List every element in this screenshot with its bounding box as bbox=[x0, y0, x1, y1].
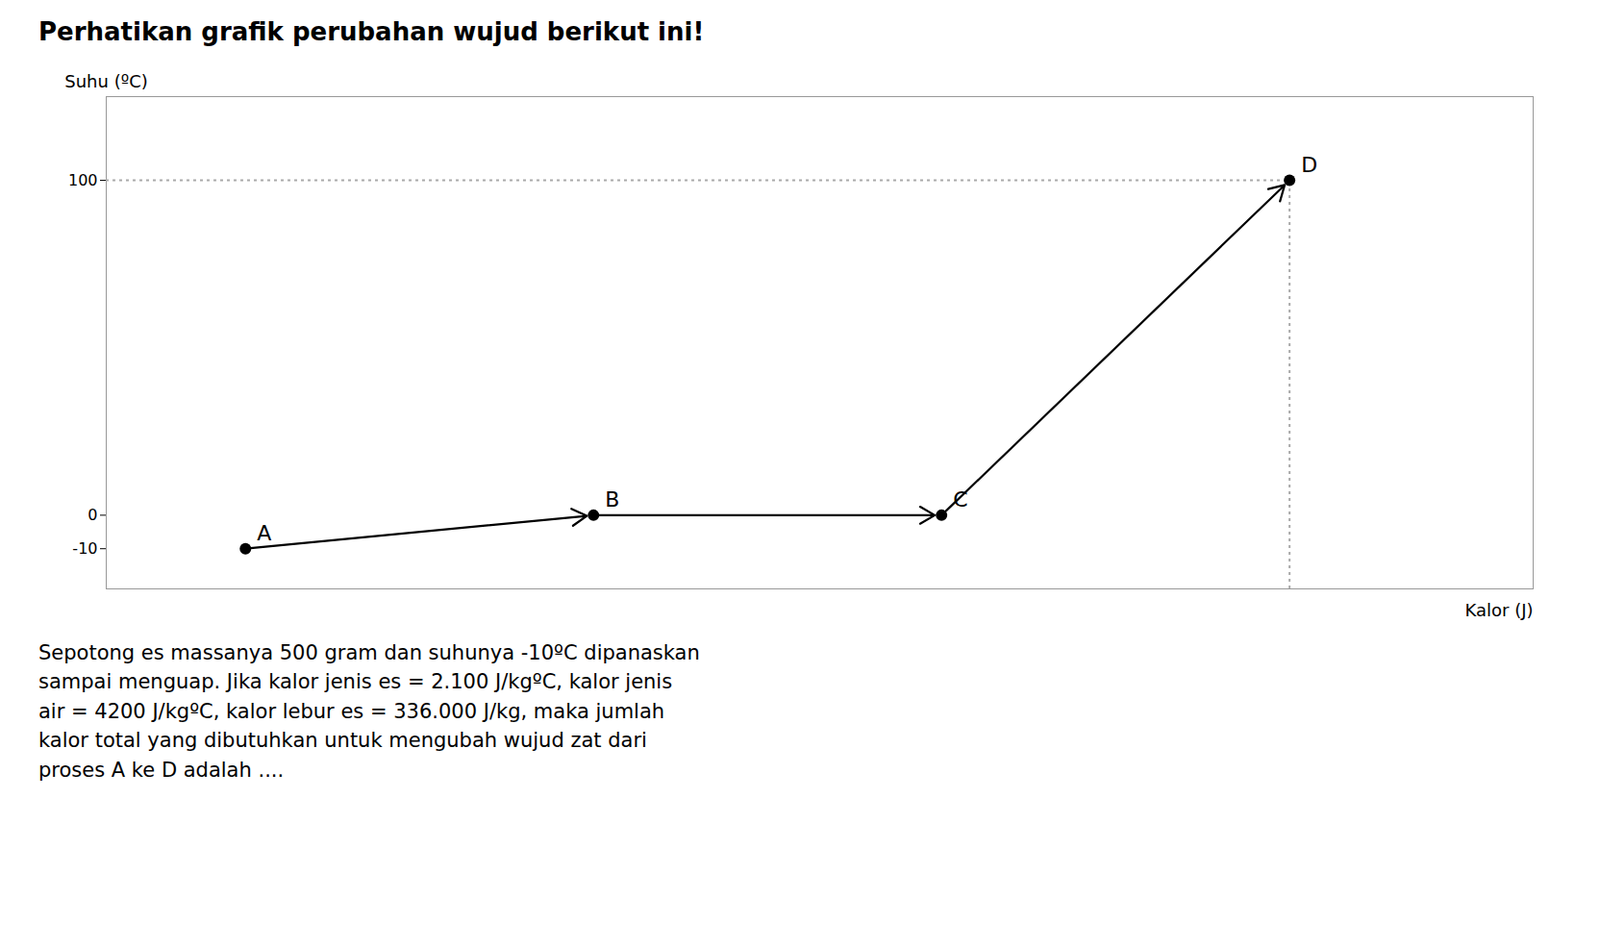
html-text:Perhatikan grafik perubahan wu: Perhatikan grafik perubahan wujud beriku… bbox=[38, 17, 705, 47]
svg-text:-10: -10 bbox=[72, 539, 98, 558]
svg-text:Suhu (ºC): Suhu (ºC) bbox=[64, 71, 148, 92]
svg-text:100: 100 bbox=[68, 171, 99, 190]
svg-text:Kalor (J): Kalor (J) bbox=[1464, 600, 1533, 621]
svg-text:0: 0 bbox=[87, 505, 98, 525]
html-text:air = 4200 J/kgºC, kalor lebur: air = 4200 J/kgºC, kalor lebur es = 336.… bbox=[38, 699, 665, 723]
html-text:kalor total yang dibutuhkan un: kalor total yang dibutuhkan untuk mengub… bbox=[38, 729, 648, 753]
html-text:proses A ke D adalah ....: proses A ke D adalah .... bbox=[38, 758, 284, 782]
svg-text:A: A bbox=[256, 521, 272, 546]
svg-text:D: D bbox=[1300, 152, 1318, 177]
svg-text:B: B bbox=[604, 487, 620, 512]
svg-text:C: C bbox=[952, 487, 968, 512]
html-text:sampai menguap. Jika kalor jen: sampai menguap. Jika kalor jenis es = 2.… bbox=[38, 670, 673, 694]
html-text:Sepotong es massanya 500 gram: Sepotong es massanya 500 gram dan suhuny… bbox=[38, 641, 700, 665]
